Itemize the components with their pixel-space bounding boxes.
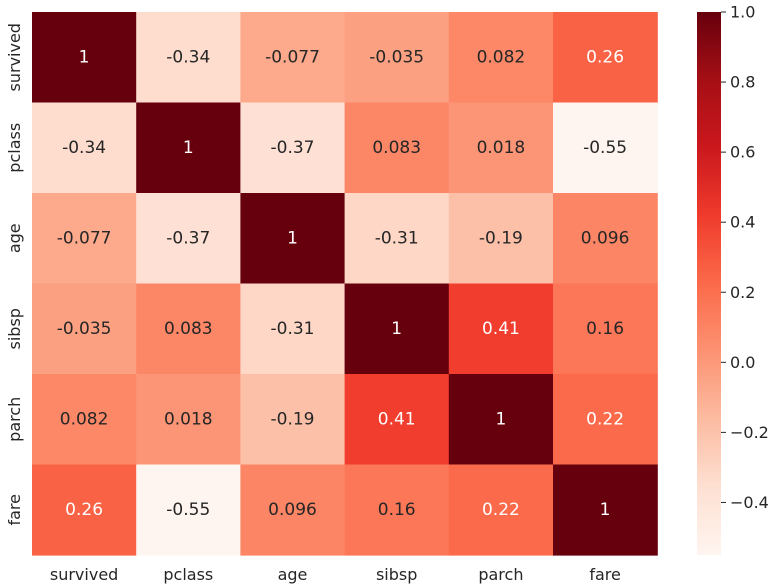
cell-survived-sibsp [344,12,450,104]
cell-fare-fare [553,464,658,556]
colorbar: 1.0 0.8 0.6 0.4 0.2 0.0 −0.2 −0.4 [697,3,768,555]
colorbar-gradient [697,12,721,555]
cell-sibsp-age [240,283,346,375]
cell-parch-survived [32,374,137,466]
cell-value: 1 [79,47,90,67]
cell-value: 0.018 [164,409,213,429]
cell-value: 0.082 [60,409,109,429]
x-tick-label: fare [589,565,621,584]
cell-age-survived [32,193,137,285]
cell-value: -0.37 [166,228,210,248]
y-tick-label: age [5,223,24,253]
colorbar-tick-label: 0.4 [730,213,755,232]
cell-value: -0.077 [57,228,112,248]
cell-value: -0.19 [479,228,523,248]
cell-value: 0.22 [482,500,520,520]
cell-value: 0.41 [378,409,416,429]
cell-value: -0.31 [375,228,419,248]
heatmap-cells: 1 -0.34 -0.077 -0.035 0.082 0.26 -0.34 1 -0.37 0.… [32,12,658,556]
cell-value: -0.31 [271,319,315,339]
colorbar-tick-label: −0.4 [730,493,768,512]
cell-pclass-survived [32,102,137,194]
cell-age-parch [448,193,554,285]
cell-value: 0.26 [65,500,103,520]
cell-sibsp-parch [448,283,554,375]
cell-age-pclass [136,193,241,285]
cell-sibsp-sibsp [344,283,450,375]
cell-sibsp-pclass [136,283,241,375]
cell-fare-survived [32,464,137,556]
x-tick-label: age [278,565,308,584]
cell-value: 1 [287,228,298,248]
cell-value: 0.082 [477,47,526,67]
cell-survived-age [240,12,346,104]
cell-age-sibsp [344,193,450,285]
cell-parch-parch [448,374,554,466]
cell-pclass-fare [553,102,658,194]
colorbar-tick-label: 0.2 [730,283,755,302]
x-tick-label: pclass [163,565,213,584]
cell-parch-pclass [136,374,241,466]
cell-value: 1 [600,500,611,520]
cell-fare-sibsp [344,464,450,556]
cell-survived-pclass [136,12,241,104]
cell-value: 1 [183,138,194,158]
cell-pclass-age [240,102,346,194]
y-tick-label: pclass [5,123,24,173]
x-tick-label: survived [50,565,118,584]
cell-value: 0.083 [372,138,421,158]
cell-value: 0.018 [477,138,526,158]
y-tick-label: survived [5,23,24,91]
cell-pclass-parch [448,102,554,194]
cell-value: -0.34 [62,138,106,158]
cell-fare-parch [448,464,554,556]
cell-value: 0.41 [482,319,520,339]
cell-pclass-pclass [136,102,241,194]
cell-fare-pclass [136,464,241,556]
cell-fare-age [240,464,346,556]
y-tick-label: parch [5,397,24,442]
cell-value: 1 [495,409,506,429]
cell-parch-fare [553,374,658,466]
cell-value: 0.083 [164,319,213,339]
cell-value: 0.096 [581,228,630,248]
colorbar-tick-label: 0.8 [730,73,755,92]
cell-value: -0.55 [166,500,210,520]
cell-value: -0.035 [57,319,112,339]
cell-value: -0.077 [265,47,320,67]
cell-parch-age [240,374,346,466]
x-tick-label: parch [478,565,523,584]
y-tick-label: fare [5,494,24,526]
cell-age-age [240,193,346,285]
cell-value: -0.19 [271,409,315,429]
cell-value: 0.26 [586,47,624,67]
y-axis-ticks: survived pclass age sibsp parch fare [5,23,24,525]
x-tick-label: sibsp [376,565,417,584]
colorbar-tick-label: 0.0 [730,353,755,372]
cell-survived-parch [448,12,554,104]
cell-value: 0.096 [268,500,317,520]
cell-value: 1 [391,319,402,339]
cell-parch-sibsp [344,374,450,466]
cell-value: 0.22 [586,409,624,429]
cell-value: -0.035 [369,47,424,67]
cell-value: -0.34 [166,47,210,67]
cell-survived-fare [553,12,658,104]
cell-value: 0.16 [378,500,416,520]
cell-value: 0.16 [586,319,624,339]
colorbar-tick-label: 1.0 [730,3,755,22]
y-tick-label: sibsp [5,308,24,349]
cell-sibsp-fare [553,283,658,375]
cell-age-fare [553,193,658,285]
x-axis-ticks: survived pclass age sibsp parch fare [50,565,621,584]
colorbar-tick-label: 0.6 [730,143,755,162]
cell-survived-survived [32,12,137,104]
cell-sibsp-survived [32,283,137,375]
colorbar-tick-label: −0.2 [730,423,768,442]
cell-pclass-sibsp [344,102,450,194]
cell-value: -0.37 [271,138,315,158]
cell-value: -0.55 [583,138,627,158]
